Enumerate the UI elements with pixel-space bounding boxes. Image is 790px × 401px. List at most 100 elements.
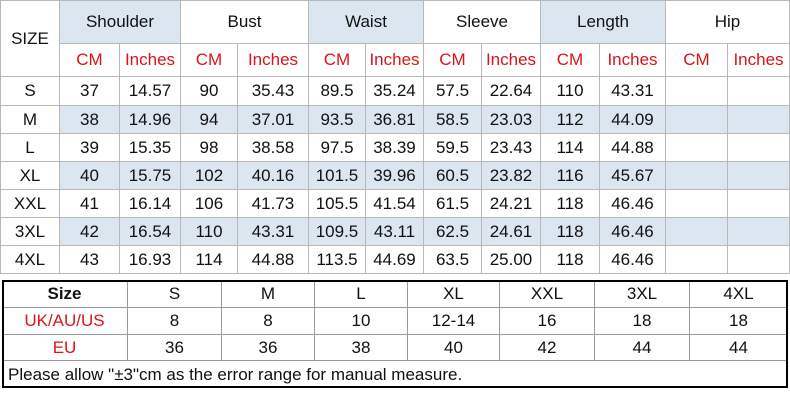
size-cell: S	[0, 77, 60, 106]
value-cell: 113.5	[309, 246, 366, 274]
value-cell: 43.11	[366, 218, 424, 246]
value-cell	[666, 77, 728, 106]
group-header: Length	[541, 0, 666, 44]
size-header: L	[315, 280, 408, 308]
value-cell: 41.73	[238, 190, 309, 218]
row-label: UK/AU/US	[2, 308, 128, 335]
value-cell: 24.61	[482, 218, 541, 246]
value-cell: 62.5	[424, 218, 482, 246]
size-header: SIZE	[0, 0, 60, 77]
value-cell: 41	[60, 190, 120, 218]
size-cell: XL	[0, 162, 60, 190]
value-cell: 36	[222, 335, 315, 361]
value-cell: 59.5	[424, 134, 482, 162]
value-cell: 14.57	[120, 77, 181, 106]
unit-header: Inches	[482, 44, 541, 77]
size-cell: XXL	[0, 190, 60, 218]
value-cell: 16.54	[120, 218, 181, 246]
value-cell: 118	[541, 190, 600, 218]
value-cell	[666, 162, 728, 190]
value-cell	[728, 218, 790, 246]
value-cell: 16.14	[120, 190, 181, 218]
value-cell: 44.69	[366, 246, 424, 274]
value-cell: 38	[315, 335, 408, 361]
value-cell: 24.21	[482, 190, 541, 218]
value-cell: 40.16	[238, 162, 309, 190]
value-cell: 60.5	[424, 162, 482, 190]
value-cell: 46.46	[600, 218, 666, 246]
group-header: Hip	[666, 0, 790, 44]
value-cell: 23.43	[482, 134, 541, 162]
group-header: Bust	[181, 0, 309, 44]
value-cell	[728, 246, 790, 274]
value-cell: 25.00	[482, 246, 541, 274]
value-cell: 10	[315, 308, 408, 335]
value-cell: 46.46	[600, 190, 666, 218]
value-cell: 16	[500, 308, 595, 335]
unit-header: CM	[181, 44, 238, 77]
value-cell	[666, 190, 728, 218]
value-cell: 42	[60, 218, 120, 246]
value-cell: 57.5	[424, 77, 482, 106]
value-cell	[728, 190, 790, 218]
value-cell: 40	[408, 335, 500, 361]
unit-header: Inches	[120, 44, 181, 77]
value-cell: 36.81	[366, 106, 424, 134]
value-cell: 37	[60, 77, 120, 106]
value-cell: 101.5	[309, 162, 366, 190]
value-cell: 110	[181, 218, 238, 246]
value-cell: 106	[181, 190, 238, 218]
value-cell: 118	[541, 218, 600, 246]
value-cell	[666, 134, 728, 162]
value-cell	[728, 106, 790, 134]
unit-header: Inches	[600, 44, 666, 77]
size-header: XXL	[500, 280, 595, 308]
value-cell: 18	[690, 308, 788, 335]
value-cell: 8	[128, 308, 222, 335]
value-cell: 42	[500, 335, 595, 361]
value-cell: 61.5	[424, 190, 482, 218]
value-cell: 15.35	[120, 134, 181, 162]
value-cell	[728, 134, 790, 162]
value-cell: 114	[541, 134, 600, 162]
value-cell: 94	[181, 106, 238, 134]
value-cell: 23.03	[482, 106, 541, 134]
value-cell: 38	[60, 106, 120, 134]
size-header: 3XL	[595, 280, 690, 308]
value-cell: 112	[541, 106, 600, 134]
value-cell: 37.01	[238, 106, 309, 134]
value-cell: 8	[222, 308, 315, 335]
value-cell: 39.96	[366, 162, 424, 190]
value-cell: 90	[181, 77, 238, 106]
size-header: M	[222, 280, 315, 308]
size-header: 4XL	[690, 280, 788, 308]
value-cell: 109.5	[309, 218, 366, 246]
size-header: S	[128, 280, 222, 308]
value-cell: 43.31	[600, 77, 666, 106]
value-cell: 16.93	[120, 246, 181, 274]
value-cell: 35.43	[238, 77, 309, 106]
group-header: Waist	[309, 0, 424, 44]
size-cell: L	[0, 134, 60, 162]
unit-header: CM	[60, 44, 120, 77]
value-cell	[728, 77, 790, 106]
value-cell: 93.5	[309, 106, 366, 134]
size-cell: 3XL	[0, 218, 60, 246]
value-cell: 44.09	[600, 106, 666, 134]
value-cell: 40	[60, 162, 120, 190]
value-cell: 18	[595, 308, 690, 335]
value-cell	[666, 246, 728, 274]
value-cell: 97.5	[309, 134, 366, 162]
unit-header: CM	[541, 44, 600, 77]
group-header: Shoulder	[60, 0, 181, 44]
size-header: XL	[408, 280, 500, 308]
group-header: Sleeve	[424, 0, 541, 44]
value-cell: 14.96	[120, 106, 181, 134]
value-cell: 39	[60, 134, 120, 162]
value-cell: 35.24	[366, 77, 424, 106]
value-cell: 12-14	[408, 308, 500, 335]
value-cell: 41.54	[366, 190, 424, 218]
value-cell: 45.67	[600, 162, 666, 190]
value-cell: 63.5	[424, 246, 482, 274]
